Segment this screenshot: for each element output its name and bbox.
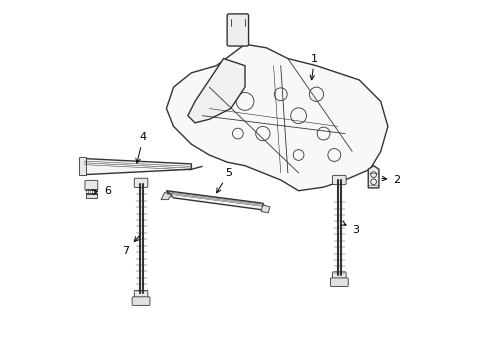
Text: 7: 7 — [122, 236, 140, 256]
Polygon shape — [368, 166, 379, 188]
Text: 5: 5 — [217, 168, 232, 193]
FancyBboxPatch shape — [227, 14, 248, 46]
FancyBboxPatch shape — [134, 291, 148, 300]
Polygon shape — [261, 205, 270, 213]
Text: 1: 1 — [310, 54, 318, 80]
FancyBboxPatch shape — [330, 278, 348, 287]
Polygon shape — [84, 158, 192, 175]
FancyBboxPatch shape — [333, 175, 346, 185]
FancyBboxPatch shape — [85, 180, 98, 190]
FancyBboxPatch shape — [132, 297, 150, 305]
Polygon shape — [161, 193, 172, 200]
Polygon shape — [167, 191, 267, 210]
FancyBboxPatch shape — [86, 193, 97, 198]
Polygon shape — [167, 44, 388, 191]
Text: 2: 2 — [382, 175, 400, 185]
Polygon shape — [188, 59, 245, 123]
FancyBboxPatch shape — [333, 272, 346, 281]
Text: 3: 3 — [341, 221, 359, 235]
FancyBboxPatch shape — [134, 178, 148, 188]
Text: 6: 6 — [93, 186, 111, 196]
Text: 4: 4 — [136, 132, 147, 163]
Bar — [79, 157, 86, 175]
